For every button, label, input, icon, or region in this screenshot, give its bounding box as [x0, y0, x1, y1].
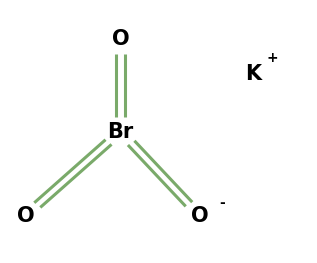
Text: -: -: [219, 195, 225, 210]
Text: +: +: [267, 51, 278, 65]
Text: K: K: [246, 64, 262, 84]
Text: O: O: [112, 29, 129, 49]
Text: O: O: [191, 206, 209, 226]
Text: O: O: [16, 206, 34, 226]
Text: Br: Br: [107, 122, 133, 141]
